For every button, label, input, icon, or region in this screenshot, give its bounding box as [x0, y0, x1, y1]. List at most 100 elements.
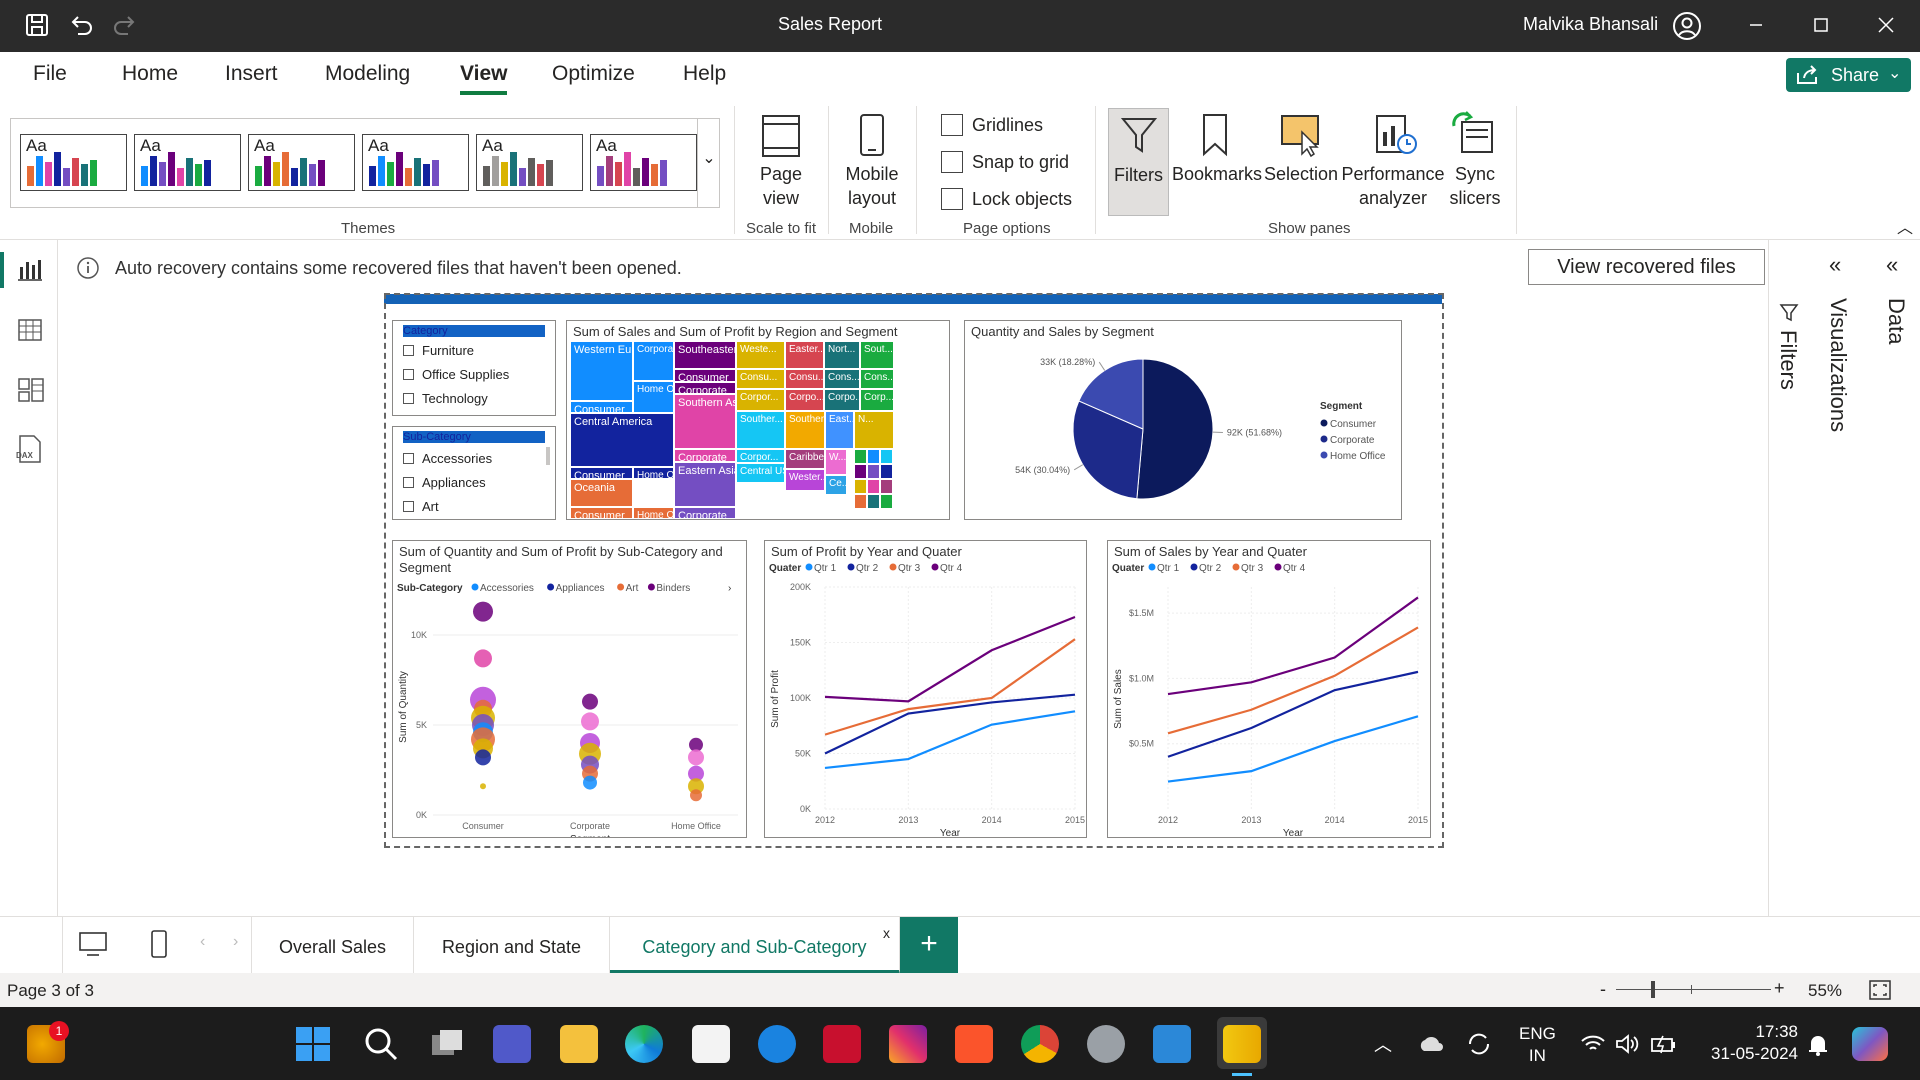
- line-series[interactable]: [1167, 715, 1419, 783]
- close-window-icon[interactable]: [1873, 12, 1899, 38]
- filters-pane-button[interactable]: Filters: [1108, 108, 1169, 216]
- theme-swatch[interactable]: Aa: [476, 134, 583, 191]
- mcafee-icon[interactable]: [823, 1025, 861, 1063]
- treemap-cell[interactable]: Corporate: [633, 341, 674, 381]
- notepad-icon[interactable]: [1153, 1025, 1191, 1063]
- profit-line-visual[interactable]: Sum of Profit by Year and Quater Quater Q…: [764, 540, 1087, 838]
- scroll-left-icon[interactable]: ‹: [200, 933, 206, 950]
- store-icon[interactable]: [692, 1025, 730, 1063]
- treemap-cell[interactable]: Consumer: [674, 369, 736, 382]
- view-recovered-files-button[interactable]: View recovered files: [1528, 249, 1765, 285]
- treemap-small-cell[interactable]: [854, 464, 867, 479]
- treemap-cell[interactable]: Wester...: [785, 469, 825, 491]
- treemap-cell[interactable]: Corpo...: [785, 389, 824, 411]
- treemap-cell[interactable]: Cons...: [860, 369, 894, 389]
- scatter-legend-item[interactable]: Binders: [656, 583, 690, 594]
- treemap-cell[interactable]: Central US: [736, 463, 785, 483]
- data-pane-tab[interactable]: Data: [1884, 298, 1909, 345]
- treemap-cell[interactable]: N...: [854, 411, 894, 449]
- scatter-point[interactable]: [474, 649, 492, 668]
- treemap-cell[interactable]: Ce...: [825, 475, 847, 495]
- theme-swatch[interactable]: Aa: [20, 134, 127, 191]
- category-item-furniture[interactable]: Furniture: [403, 343, 474, 358]
- onedrive-icon[interactable]: [1418, 1033, 1446, 1053]
- treemap-cell[interactable]: Consumer: [570, 401, 633, 413]
- help-icon[interactable]: [758, 1025, 796, 1063]
- treemap-cell[interactable]: Souther...: [785, 411, 825, 449]
- treemap-cell[interactable]: Corpor...: [736, 449, 785, 463]
- pie-legend-item[interactable]: Consumer: [1330, 419, 1377, 430]
- treemap-cell[interactable]: Home Of...: [633, 467, 674, 479]
- line-series[interactable]: [1167, 596, 1419, 696]
- page-view-button[interactable]: Page view: [748, 162, 814, 210]
- treemap-cell[interactable]: Consu...: [785, 369, 824, 389]
- theme-swatch[interactable]: Aa: [590, 134, 697, 191]
- language-indicator[interactable]: ENG IN: [1519, 1024, 1556, 1065]
- treemap-cell[interactable]: Oceania: [570, 479, 633, 507]
- battery-icon[interactable]: [1650, 1033, 1678, 1055]
- treemap-cell[interactable]: Corporate: [674, 382, 736, 394]
- scroll-right-icon[interactable]: ›: [233, 933, 239, 950]
- chrome-icon[interactable]: [1021, 1025, 1059, 1063]
- treemap-cell[interactable]: W...: [825, 449, 847, 475]
- selection-button[interactable]: Selection: [1263, 162, 1339, 186]
- filters-pane-tab[interactable]: Filters: [1776, 330, 1801, 390]
- scatter-point[interactable]: [688, 749, 704, 766]
- line-series[interactable]: [824, 710, 1076, 770]
- show-hidden-icons[interactable]: ︿: [1374, 1035, 1392, 1055]
- treemap-small-cell[interactable]: [880, 479, 893, 494]
- search-icon[interactable]: [362, 1025, 400, 1063]
- brave-icon[interactable]: [955, 1025, 993, 1063]
- scatter-point[interactable]: [689, 737, 703, 752]
- menu-help[interactable]: Help: [683, 62, 727, 85]
- line-legend-item[interactable]: Qtr 4: [940, 563, 963, 574]
- treemap-cell[interactable]: Consumer: [570, 507, 633, 519]
- treemap-cell[interactable]: Easter...: [785, 341, 824, 369]
- treemap-cell[interactable]: Corporate: [674, 449, 736, 462]
- undo-icon[interactable]: [68, 12, 94, 38]
- theme-swatch[interactable]: Aa: [134, 134, 241, 191]
- theme-swatch[interactable]: Aa: [362, 134, 469, 191]
- settings-icon[interactable]: [1087, 1025, 1125, 1063]
- treemap-cell[interactable]: Consu...: [736, 369, 785, 389]
- menu-optimize[interactable]: Optimize: [552, 62, 635, 85]
- report-view-icon[interactable]: [17, 257, 43, 283]
- zoom-out-button[interactable]: -: [1600, 979, 1606, 999]
- menu-insert[interactable]: Insert: [225, 62, 278, 85]
- treemap-cell[interactable]: Western Europe: [570, 341, 633, 401]
- treemap-small-cell[interactable]: [867, 449, 880, 464]
- sync-icon[interactable]: [1466, 1031, 1492, 1057]
- sales-line-visual[interactable]: Sum of Sales by Year and Quater Quater Qt…: [1107, 540, 1431, 838]
- treemap-cell[interactable]: Weste...: [736, 341, 785, 369]
- volume-icon[interactable]: [1614, 1033, 1640, 1055]
- sync-slicers-button[interactable]: Sync slicers: [1445, 162, 1505, 210]
- bookmarks-button[interactable]: Bookmarks: [1172, 162, 1262, 186]
- scatter-point[interactable]: [583, 775, 597, 790]
- maximize-icon[interactable]: [1808, 12, 1834, 38]
- pie-legend-item[interactable]: Home Office: [1330, 451, 1386, 462]
- scatter-point[interactable]: [581, 712, 599, 731]
- subcategory-item-appliances[interactable]: Appliances: [403, 475, 486, 490]
- line-series[interactable]: [1167, 670, 1419, 758]
- menu-home[interactable]: Home: [122, 62, 179, 85]
- themes-expand-button[interactable]: ⌄: [697, 118, 720, 208]
- scatter-legend-item[interactable]: Appliances: [556, 583, 605, 594]
- add-page-button[interactable]: +: [900, 917, 958, 974]
- treemap-cell[interactable]: Corpo...: [824, 389, 860, 411]
- line-series[interactable]: [824, 615, 1076, 703]
- redo-icon[interactable]: [112, 12, 138, 38]
- clock[interactable]: 17:38 31-05-2024: [1711, 1022, 1798, 1063]
- expand-data-icon[interactable]: «: [1886, 252, 1899, 277]
- line-legend-item[interactable]: Qtr 2: [1199, 563, 1222, 574]
- treemap-cell[interactable]: Consumer: [570, 467, 633, 479]
- treemap-cell[interactable]: Corpor...: [736, 389, 785, 411]
- fit-to-page-icon[interactable]: [1868, 979, 1892, 1001]
- category-item-office-supplies[interactable]: Office Supplies: [403, 367, 509, 382]
- treemap-cell[interactable]: Home Of...: [633, 507, 674, 519]
- share-button[interactable]: Share ⌄: [1786, 58, 1911, 92]
- subcategory-item-art[interactable]: Art: [403, 499, 439, 514]
- scatter-point[interactable]: [473, 601, 493, 622]
- lock-objects-checkbox[interactable]: [941, 188, 963, 210]
- treemap-cell[interactable]: Southern Asia: [674, 394, 736, 449]
- treemap-small-cell[interactable]: [854, 479, 867, 494]
